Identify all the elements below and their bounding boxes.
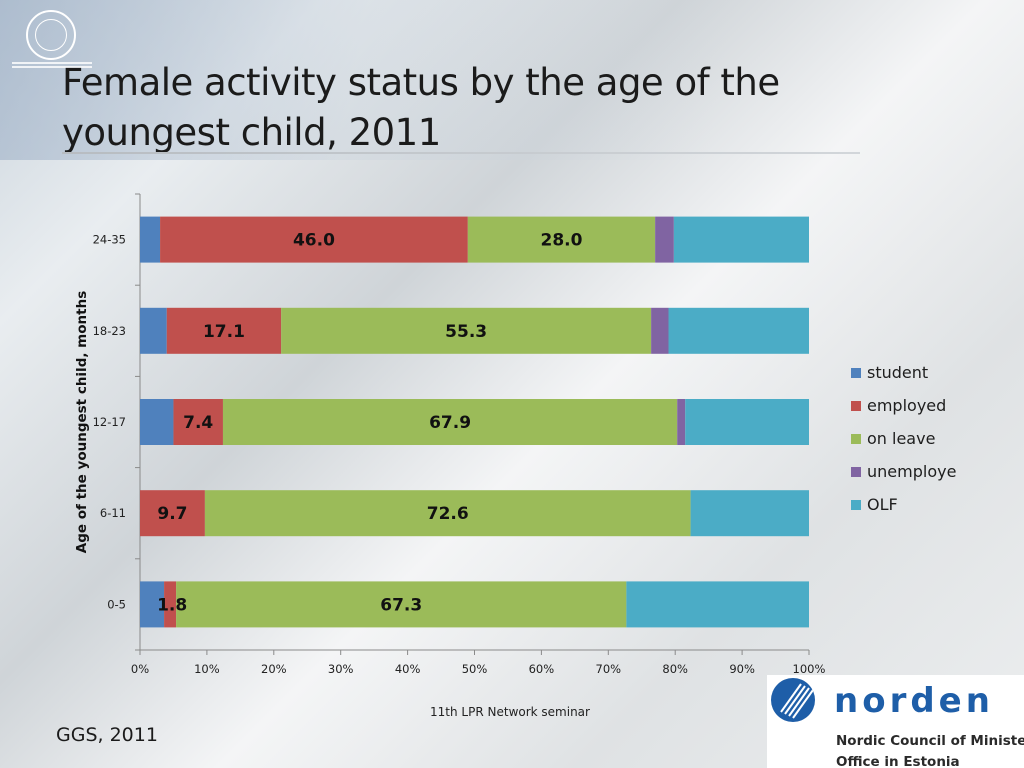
y-tick-label: 12-17 [93, 415, 126, 429]
legend-item: employed [851, 389, 956, 422]
legend-label: on leave [867, 429, 936, 448]
x-tick-label: 40% [395, 662, 421, 676]
x-tick-label: 70% [596, 662, 622, 676]
legend-swatch [851, 466, 861, 477]
data-label: 9.7 [157, 504, 187, 524]
bar-segment-on-leave [176, 581, 627, 628]
norden-wordmark: norden [834, 681, 994, 721]
bar-segment-on-leave [467, 216, 656, 263]
legend-item: OLF [851, 488, 956, 521]
bar-segment-olf [626, 581, 809, 628]
y-axis-title: Age of the youngest child, months [74, 291, 90, 553]
bar-segment-employed [140, 490, 205, 537]
bar-segment-on-leave [204, 490, 691, 537]
y-tick-label: 6-11 [100, 506, 126, 520]
x-tick-label: 0% [131, 662, 149, 676]
x-tick-label: 90% [729, 662, 755, 676]
data-label: 17.1 [203, 322, 245, 342]
bar-segment-olf [685, 399, 809, 445]
title-divider [62, 152, 860, 154]
x-tick-label: 30% [328, 662, 354, 676]
bar-segment-student [140, 399, 174, 445]
legend-swatch [851, 499, 861, 510]
legend-item: student [851, 356, 956, 389]
bar-segment-student [140, 216, 161, 263]
norden-logo: norden Nordic Council of Ministers´ Offi… [767, 675, 1024, 768]
legend-item: unemploye [851, 455, 956, 488]
bar-segment-olf [690, 490, 809, 537]
legend-label: student [867, 363, 929, 382]
footer-text: 11th LPR Network seminar [430, 705, 590, 719]
university-seal-logo [26, 10, 76, 60]
data-label: 1.8 [157, 595, 187, 615]
norden-org-line: Nordic Council of Ministers´ [836, 733, 1024, 749]
legend-label: OLF [867, 495, 898, 514]
bar-segment-on-leave [222, 399, 678, 445]
data-label: 67.9 [429, 413, 471, 433]
legend-label: employed [867, 396, 947, 415]
bar-segment-employed [166, 307, 282, 354]
norden-office-line: Office in Estonia [836, 754, 960, 768]
chart-legend: student employed on leave unemploye OLF [851, 356, 956, 521]
legend-item: on leave [851, 422, 956, 455]
source-note: GGS, 2011 [56, 724, 158, 746]
slide-title: Female activity status by the age of the… [62, 61, 780, 154]
legend-swatch [851, 433, 861, 444]
x-tick-label: 80% [662, 662, 688, 676]
swan-icon [771, 678, 815, 722]
bar-segment-student [140, 581, 165, 628]
data-label: 28.0 [540, 231, 582, 251]
legend-swatch [851, 400, 861, 411]
data-label: 67.3 [380, 595, 422, 615]
x-tick-label: 10% [194, 662, 220, 676]
bar-segment-unemploye [677, 399, 686, 445]
x-tick-label: 50% [462, 662, 488, 676]
bar-segment-employed [173, 399, 223, 445]
bar-segment-unemploye [655, 216, 674, 263]
bar-segment-on-leave [281, 307, 652, 354]
bar-segment-employed [164, 581, 177, 628]
data-label: 55.3 [445, 322, 487, 342]
x-tick-label: 100% [793, 662, 826, 676]
y-tick-label: 24-35 [93, 233, 126, 247]
bar-segment-olf [673, 216, 809, 263]
header-background [0, 0, 1024, 160]
bar-segment-olf [668, 307, 809, 354]
y-tick-label: 18-23 [93, 324, 126, 338]
bar-segment-unemploye [651, 307, 669, 354]
bar-segment-employed [160, 216, 468, 263]
legend-swatch [851, 367, 861, 378]
logo-caption-lines [12, 62, 92, 72]
bar-segment-student [140, 307, 167, 354]
data-label: 72.6 [427, 504, 469, 524]
y-tick-label: 0-5 [107, 597, 126, 611]
data-label: 46.0 [293, 231, 335, 251]
x-tick-label: 20% [261, 662, 287, 676]
x-tick-label: 60% [529, 662, 555, 676]
legend-label: unemploye [867, 462, 957, 481]
data-label: 7.4 [183, 413, 213, 433]
